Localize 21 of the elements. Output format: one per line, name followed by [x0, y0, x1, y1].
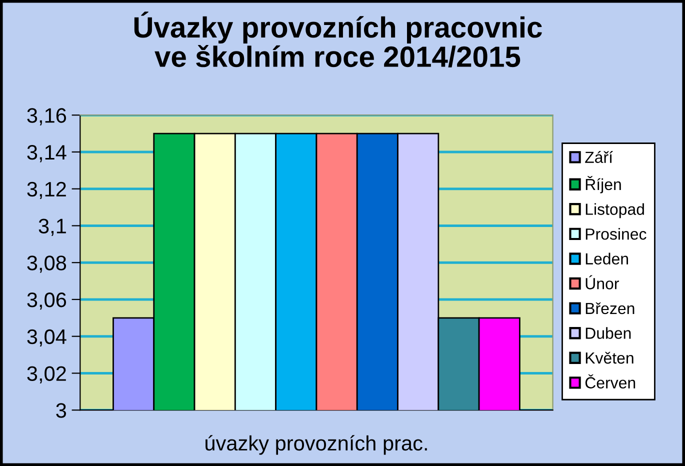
legend-label: Únor	[586, 275, 619, 290]
y-tick-label: 3	[56, 403, 66, 418]
legend-label: Duben	[586, 327, 631, 339]
legend-label: Březen	[586, 302, 634, 314]
legend-label: Říjen	[586, 176, 621, 194]
legend-label: Listopad	[586, 203, 644, 218]
y-tick-label: 3,14	[27, 144, 66, 162]
chart-title: Úvazky provozních pracovnic ve školním roce 2014/2015	[134, 12, 542, 68]
legend-label: Leden	[586, 252, 628, 265]
legend-label: Červen	[585, 374, 636, 388]
x-tick-label: úvazky provozních prac.	[206, 435, 427, 455]
legend-label: Září	[585, 151, 613, 163]
y-tick-label: 3,16	[27, 108, 66, 126]
y-tick-label: 3,08	[27, 256, 66, 273]
y-tick-label: 3,06	[27, 292, 66, 310]
legend-label: Květen	[586, 352, 634, 364]
legend-label: Prosinec	[586, 228, 646, 240]
y-tick-label: 3,12	[27, 182, 66, 200]
y-tick-label: 3,1	[38, 218, 66, 236]
y-tick-label: 3,04	[27, 329, 66, 347]
y-tick-label: 3,02	[27, 366, 66, 384]
